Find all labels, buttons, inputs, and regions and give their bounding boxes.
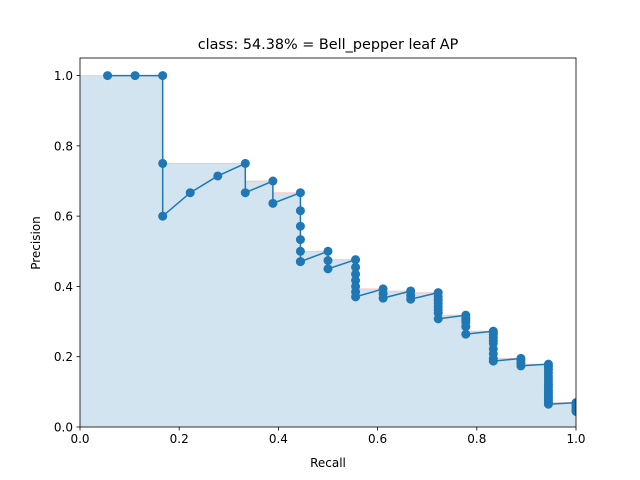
data-point [461,322,471,332]
data-point [295,188,305,198]
data-point [213,171,223,181]
y-tick-label: 0.6 [54,210,73,224]
data-point [323,264,333,274]
data-point [295,206,305,216]
data-point [158,211,168,221]
data-point [295,221,305,231]
y-tick-label: 0.4 [54,280,73,294]
data-point [295,235,305,245]
data-point [185,188,195,198]
y-tick-label: 0.8 [54,139,73,153]
data-point [516,361,526,371]
data-point [240,158,250,168]
data-point [103,71,113,81]
y-tick-label: 1.0 [54,69,73,83]
axes-frame [79,57,577,428]
area-fill [80,75,576,427]
data-point [158,158,168,168]
data-point [433,314,443,324]
x-axis-label: Recall [310,456,346,470]
data-point [571,406,576,416]
y-tick-label: 0.2 [54,350,73,364]
data-point [158,71,168,81]
x-tick-label: 0.2 [170,432,189,446]
y-axis-label: Precision [29,216,43,270]
x-tick-label: 0.0 [70,432,89,446]
data-point [130,71,140,81]
data-point [543,399,553,409]
axes: 0.0 0.2 0.4 0.6 0.8 1.0 0.0 0.2 0.4 0.6 0.8 1.0 [54,57,586,446]
data-point [351,269,361,279]
plot-clip-group [80,71,576,427]
chart-title: class: 54.38% = Bell_pepper leaf AP [198,37,459,53]
y-tick-label: 0.0 [54,421,73,435]
data-point [295,246,305,256]
data-point [295,257,305,267]
plot-area [80,71,576,427]
data-point [268,198,278,208]
data-point [240,188,250,198]
data-point [323,256,333,266]
data-point [378,293,388,303]
x-tick-label: 1.0 [566,432,585,446]
x-tick-label: 0.6 [368,432,387,446]
data-point [351,292,361,302]
x-tick-label: 0.4 [269,432,288,446]
data-point [406,294,416,304]
data-point [351,262,361,272]
data-point [268,176,278,186]
data-point [461,329,471,339]
data-point [488,356,498,366]
x-tick-label: 0.8 [467,432,486,446]
data-point [323,246,333,256]
data-point [351,255,361,265]
